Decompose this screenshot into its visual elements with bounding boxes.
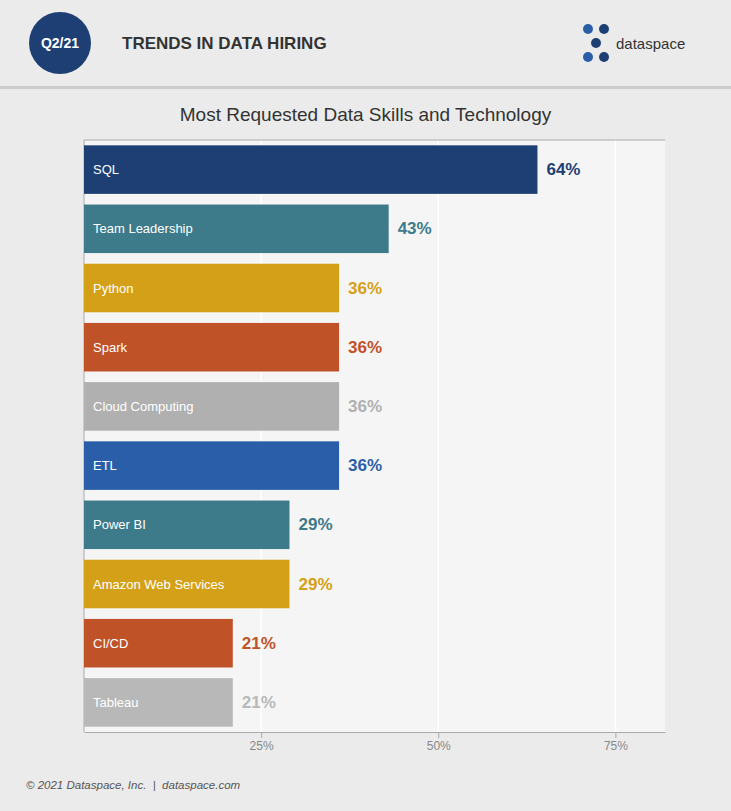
logo-dot (583, 24, 593, 34)
bar (84, 441, 339, 490)
category-label: CI/CD (93, 636, 128, 651)
data-label: 36% (348, 456, 382, 475)
data-label: 64% (546, 160, 580, 179)
category-labels: SQL Team Leadership Python Spark Cloud Compu… (93, 162, 225, 710)
chart: Q2/21 TRENDS IN DATA HIRING dataspace Most … (0, 0, 731, 811)
separator (0, 86, 731, 89)
bar (84, 678, 233, 727)
data-label: 29% (298, 575, 332, 594)
logo-dot (591, 38, 601, 48)
data-label: 36% (348, 397, 382, 416)
category-label: Spark (93, 340, 127, 355)
category-label: Tableau (93, 695, 139, 710)
top-border (84, 140, 665, 141)
logo (583, 24, 609, 62)
bar (84, 501, 289, 550)
category-label: Python (93, 281, 133, 296)
category-label: Cloud Computing (93, 399, 193, 414)
category-label: Team Leadership (93, 221, 193, 236)
plot-background (84, 140, 665, 732)
data-label: 36% (348, 338, 382, 357)
subtitle: TRENDS IN DATA HIRING (122, 34, 327, 53)
grid-line (615, 140, 617, 732)
x-tick-mark (615, 732, 616, 738)
title: Most Requested Data Skills and Technolog… (180, 104, 552, 125)
x-tick-mark (438, 732, 439, 738)
x-tick: 75% (604, 732, 628, 753)
bar (84, 560, 289, 609)
bar (84, 382, 339, 431)
category-label: ETL (93, 458, 117, 473)
category-label: Power BI (93, 517, 146, 532)
data-label: 43% (398, 219, 432, 238)
data-label: 36% (348, 279, 382, 298)
x-tick-label: 50% (427, 739, 451, 753)
logo-dot (599, 52, 609, 62)
data-labels: 64% 43% 36% 36% 36% 36% 29% 29% 21% 21% (242, 160, 581, 712)
category-label: SQL (93, 162, 119, 177)
logo-dot (583, 52, 593, 62)
footer: © 2021 Dataspace, Inc. | dataspace.com (26, 779, 241, 791)
bar (84, 145, 537, 194)
grid-line (438, 140, 440, 732)
bar (84, 205, 389, 254)
bar (84, 619, 233, 668)
x-tick-label: 25% (250, 739, 274, 753)
x-axis-line (85, 732, 666, 733)
x-axis: 25% 50% 75% (85, 732, 666, 753)
logo-text: dataspace (616, 35, 685, 52)
x-tick-label: 75% (604, 739, 628, 753)
background (0, 0, 731, 811)
data-label: 21% (242, 634, 276, 653)
data-label: 21% (242, 693, 276, 712)
badge-label: Q2/21 (41, 35, 79, 51)
x-tick-mark (261, 732, 262, 738)
badge (29, 12, 91, 74)
x-tick: 25% (250, 732, 274, 753)
bar (84, 264, 339, 313)
data-label: 29% (298, 515, 332, 534)
x-tick: 50% (427, 732, 451, 753)
category-label: Amazon Web Services (93, 577, 225, 592)
bar (84, 323, 339, 372)
bars (84, 145, 537, 726)
logo-dot (599, 24, 609, 34)
